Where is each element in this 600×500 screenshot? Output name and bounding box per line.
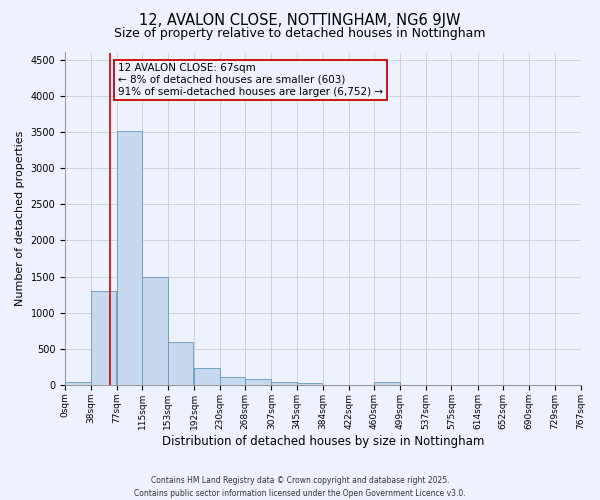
Bar [91,291,116,385]
Bar [65,382,91,385]
Bar [168,342,193,385]
Y-axis label: Number of detached properties: Number of detached properties [15,131,25,306]
Bar [194,368,220,385]
Bar [374,382,400,385]
X-axis label: Distribution of detached houses by size in Nottingham: Distribution of detached houses by size … [161,434,484,448]
Bar [117,130,142,385]
Bar [297,383,322,385]
Text: Contains HM Land Registry data © Crown copyright and database right 2025.
Contai: Contains HM Land Registry data © Crown c… [134,476,466,498]
Bar [142,276,168,385]
Text: 12, AVALON CLOSE, NOTTINGHAM, NG6 9JW: 12, AVALON CLOSE, NOTTINGHAM, NG6 9JW [139,12,461,28]
Text: Size of property relative to detached houses in Nottingham: Size of property relative to detached ho… [114,28,486,40]
Bar [245,379,271,385]
Bar [220,376,245,385]
Bar [271,382,297,385]
Text: 12 AVALON CLOSE: 67sqm
← 8% of detached houses are smaller (603)
91% of semi-det: 12 AVALON CLOSE: 67sqm ← 8% of detached … [118,64,383,96]
